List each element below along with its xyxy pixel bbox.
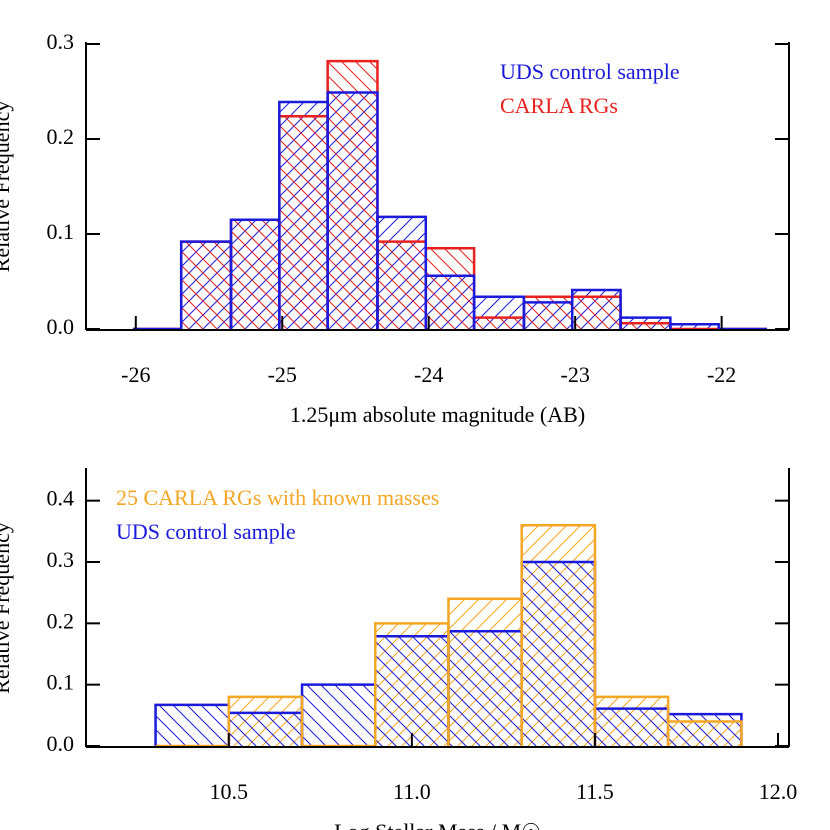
x-tick-label: -23	[561, 362, 590, 387]
bar	[520, 523, 597, 746]
bar	[376, 215, 428, 329]
bar-hatch	[327, 61, 378, 329]
y-tick-label: 0.1	[47, 219, 75, 244]
bar-hatch	[230, 219, 280, 329]
x-tick-label: -22	[707, 362, 736, 387]
x-tick-label: -26	[121, 362, 150, 387]
bar-hatch	[620, 323, 671, 329]
x-axis-label: Log Stellar Mass / M☉	[334, 819, 541, 830]
bar-hatch	[474, 317, 524, 329]
legend-label: UDS control sample	[500, 59, 680, 84]
bar-hatch	[668, 714, 742, 746]
x-tick-label: 10.5	[210, 779, 249, 804]
legend-label: CARLA RGs	[500, 93, 618, 118]
bar-hatch	[521, 562, 595, 746]
bar-hatch	[375, 636, 449, 746]
y-axis-label: Relative Frequency	[0, 522, 14, 694]
x-tick-label: 12.0	[759, 779, 798, 804]
bar-hatch	[228, 712, 303, 746]
x-tick-label: 11.5	[576, 779, 614, 804]
legend-label: 25 CARLA RGs with known masses	[116, 485, 439, 510]
x-tick-label: 11.0	[393, 779, 431, 804]
bar-hatch	[594, 708, 669, 746]
y-tick-label: 0.0	[47, 731, 75, 756]
bar-hatch	[302, 684, 376, 746]
bar-hatch	[523, 296, 573, 329]
x-axis-label: 1.25μm absolute magnitude (AB)	[290, 402, 585, 427]
x-tick-label: -24	[414, 362, 443, 387]
bar-hatch	[425, 248, 475, 329]
bar-hatch	[155, 704, 229, 746]
y-tick-label: 0.3	[47, 547, 75, 572]
bar	[326, 91, 379, 329]
bar	[570, 288, 622, 329]
legend-label: UDS control sample	[116, 519, 296, 544]
y-tick-label: 0.0	[47, 314, 75, 339]
y-tick-label: 0.2	[47, 124, 75, 149]
bar-hatch	[181, 241, 231, 329]
y-tick-label: 0.3	[47, 29, 75, 54]
bar	[669, 323, 720, 329]
bar-hatch	[572, 296, 621, 329]
y-tick-label: 0.4	[47, 486, 75, 511]
y-tick-label: 0.2	[47, 608, 75, 633]
x-tick-label: -25	[268, 362, 297, 387]
bar-hatch	[279, 116, 328, 329]
bar-hatch	[377, 241, 426, 329]
y-axis-label: Relative Frequency	[0, 101, 14, 273]
bar	[227, 695, 304, 746]
y-tick-label: 0.1	[47, 670, 75, 695]
bar-hatch	[448, 631, 522, 746]
bar	[666, 720, 743, 746]
